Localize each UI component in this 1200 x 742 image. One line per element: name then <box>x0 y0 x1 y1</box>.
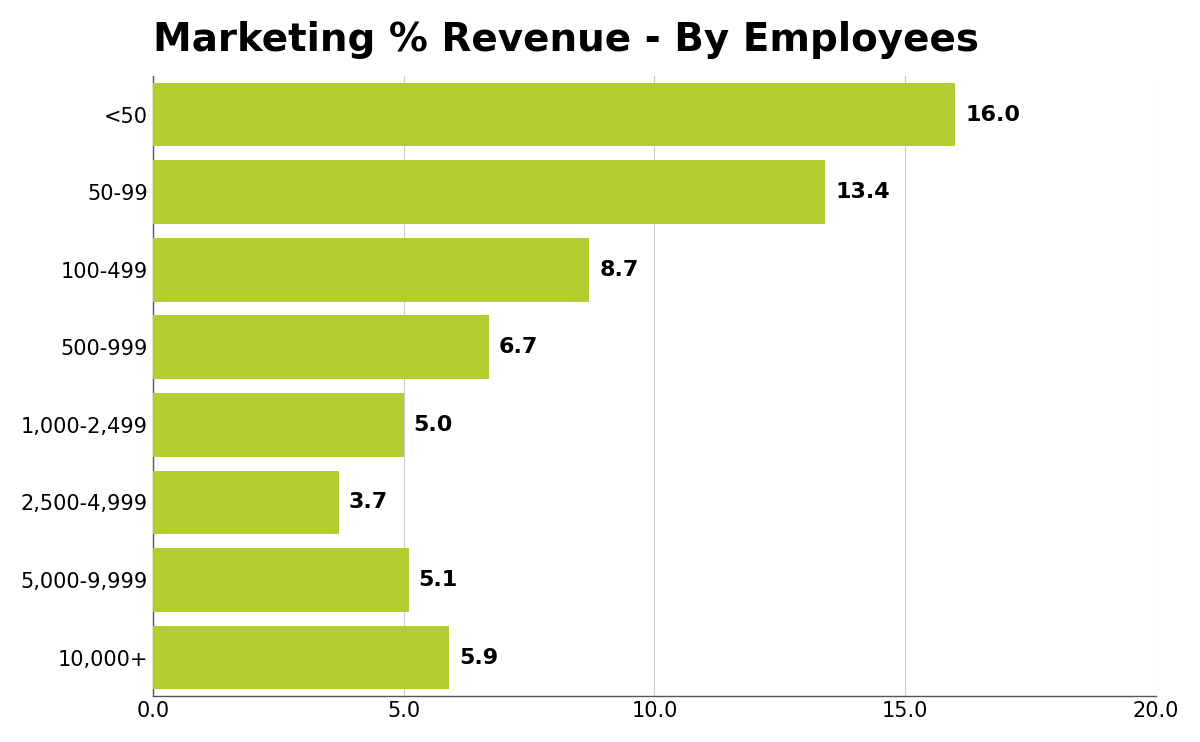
Text: 8.7: 8.7 <box>599 260 638 280</box>
Bar <box>152 160 824 224</box>
Bar <box>152 470 338 534</box>
Text: Marketing % Revenue - By Employees: Marketing % Revenue - By Employees <box>152 21 979 59</box>
Text: 6.7: 6.7 <box>499 338 539 358</box>
Bar <box>152 238 589 301</box>
Text: 13.4: 13.4 <box>835 183 889 202</box>
Bar <box>152 315 488 379</box>
Text: 5.1: 5.1 <box>419 570 458 590</box>
Bar <box>152 83 955 146</box>
Text: 16.0: 16.0 <box>966 105 1020 125</box>
Bar <box>152 626 449 689</box>
Bar <box>152 548 409 611</box>
Text: 5.0: 5.0 <box>414 415 454 435</box>
Bar <box>152 393 403 456</box>
Text: 3.7: 3.7 <box>348 493 388 513</box>
Text: 5.9: 5.9 <box>458 648 498 668</box>
